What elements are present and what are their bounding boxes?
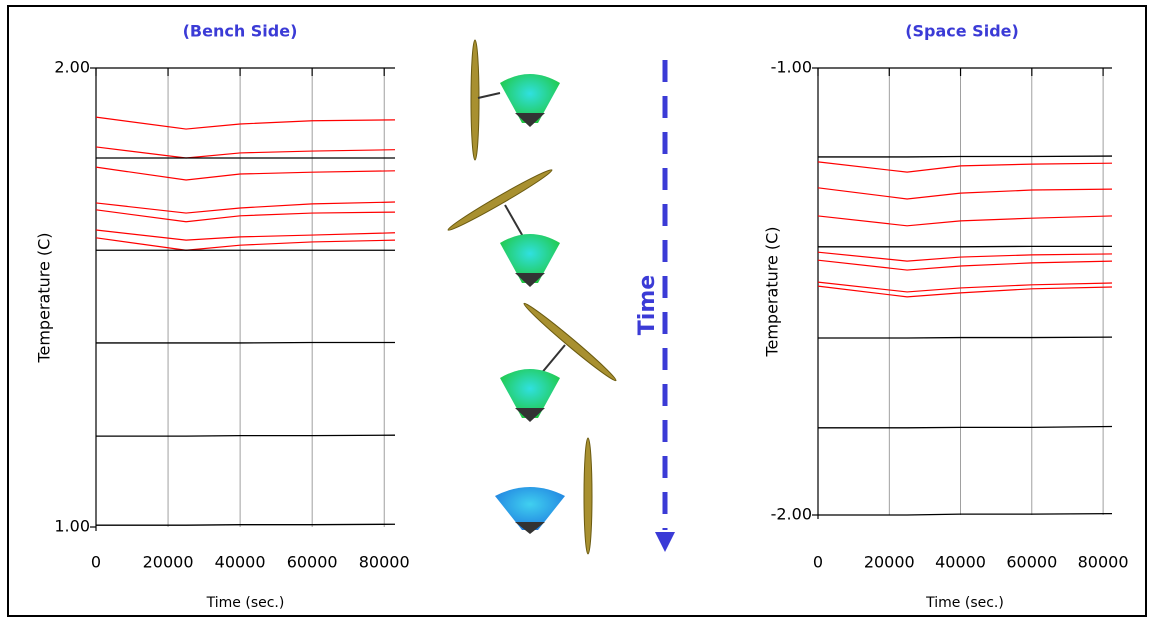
y-tick-label: 1.00 xyxy=(54,517,90,536)
spacecraft-illustration xyxy=(447,39,675,555)
x-tick-label: 80000 xyxy=(359,553,410,572)
x-tick-label: 0 xyxy=(91,553,101,572)
x-tick-label: 40000 xyxy=(215,553,266,572)
series-line xyxy=(95,229,396,241)
x-axis-label: Time (sec.) xyxy=(925,595,1004,611)
y-tick-label: -1.00 xyxy=(771,58,812,77)
series-line xyxy=(817,187,1113,200)
series-line xyxy=(817,161,1113,173)
series-line xyxy=(817,215,1113,227)
x-tick-label: 80000 xyxy=(1078,553,1129,572)
series-line xyxy=(818,155,1113,158)
chart-title: (Bench Side) xyxy=(183,22,298,41)
series-line xyxy=(96,434,396,437)
series-line xyxy=(95,201,396,214)
y-tick-label: -2.00 xyxy=(771,505,812,524)
series-line xyxy=(818,425,1113,429)
series-line xyxy=(817,251,1113,262)
chart-title: (Space Side) xyxy=(905,22,1019,41)
series-line xyxy=(817,259,1113,271)
series-line xyxy=(95,116,396,130)
series-line xyxy=(96,523,396,526)
x-axis-label: Time (sec.) xyxy=(206,595,285,611)
x-tick-label: 60000 xyxy=(287,553,338,572)
y-axis-label: Temperature (C) xyxy=(35,232,54,363)
series-line xyxy=(817,285,1113,298)
series-line xyxy=(818,336,1113,339)
x-tick-label: 20000 xyxy=(864,553,915,572)
series-line xyxy=(95,209,396,223)
series-line xyxy=(95,146,396,159)
series-line xyxy=(95,237,396,251)
frame xyxy=(7,5,1147,617)
x-tick-label: 20000 xyxy=(143,553,194,572)
x-tick-label: 0 xyxy=(813,553,823,572)
time-label: Time xyxy=(635,275,660,335)
series-line xyxy=(818,513,1113,516)
y-axis-label: Temperature (C) xyxy=(763,226,782,357)
x-tick-label: 60000 xyxy=(1006,553,1057,572)
y-tick-label: 2.00 xyxy=(54,58,90,77)
series-line xyxy=(817,281,1113,293)
series-line xyxy=(95,166,396,181)
x-tick-label: 40000 xyxy=(935,553,986,572)
